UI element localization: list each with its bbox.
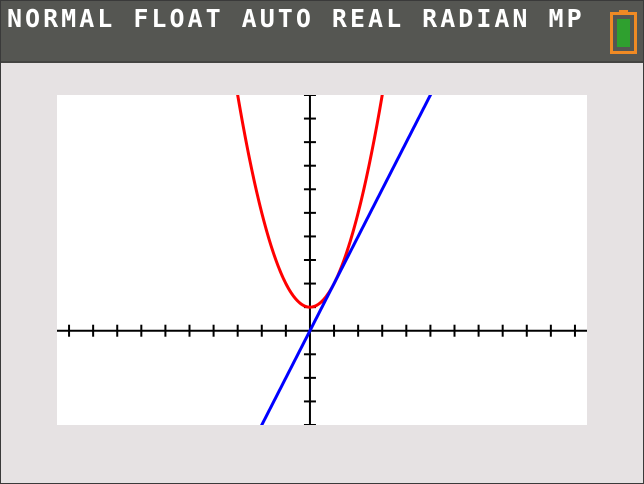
tangent-line-curve [260,95,433,425]
status-bar: NORMAL FLOAT AUTO REAL RADIAN MP [1,1,643,63]
graph-area[interactable] [57,95,587,425]
parabola-curve [236,95,384,309]
axes [57,95,587,425]
curves [236,95,433,425]
graph-canvas[interactable] [57,95,587,425]
battery-full-icon [610,10,637,54]
mode-status-text: NORMAL FLOAT AUTO REAL RADIAN MP [7,4,585,33]
